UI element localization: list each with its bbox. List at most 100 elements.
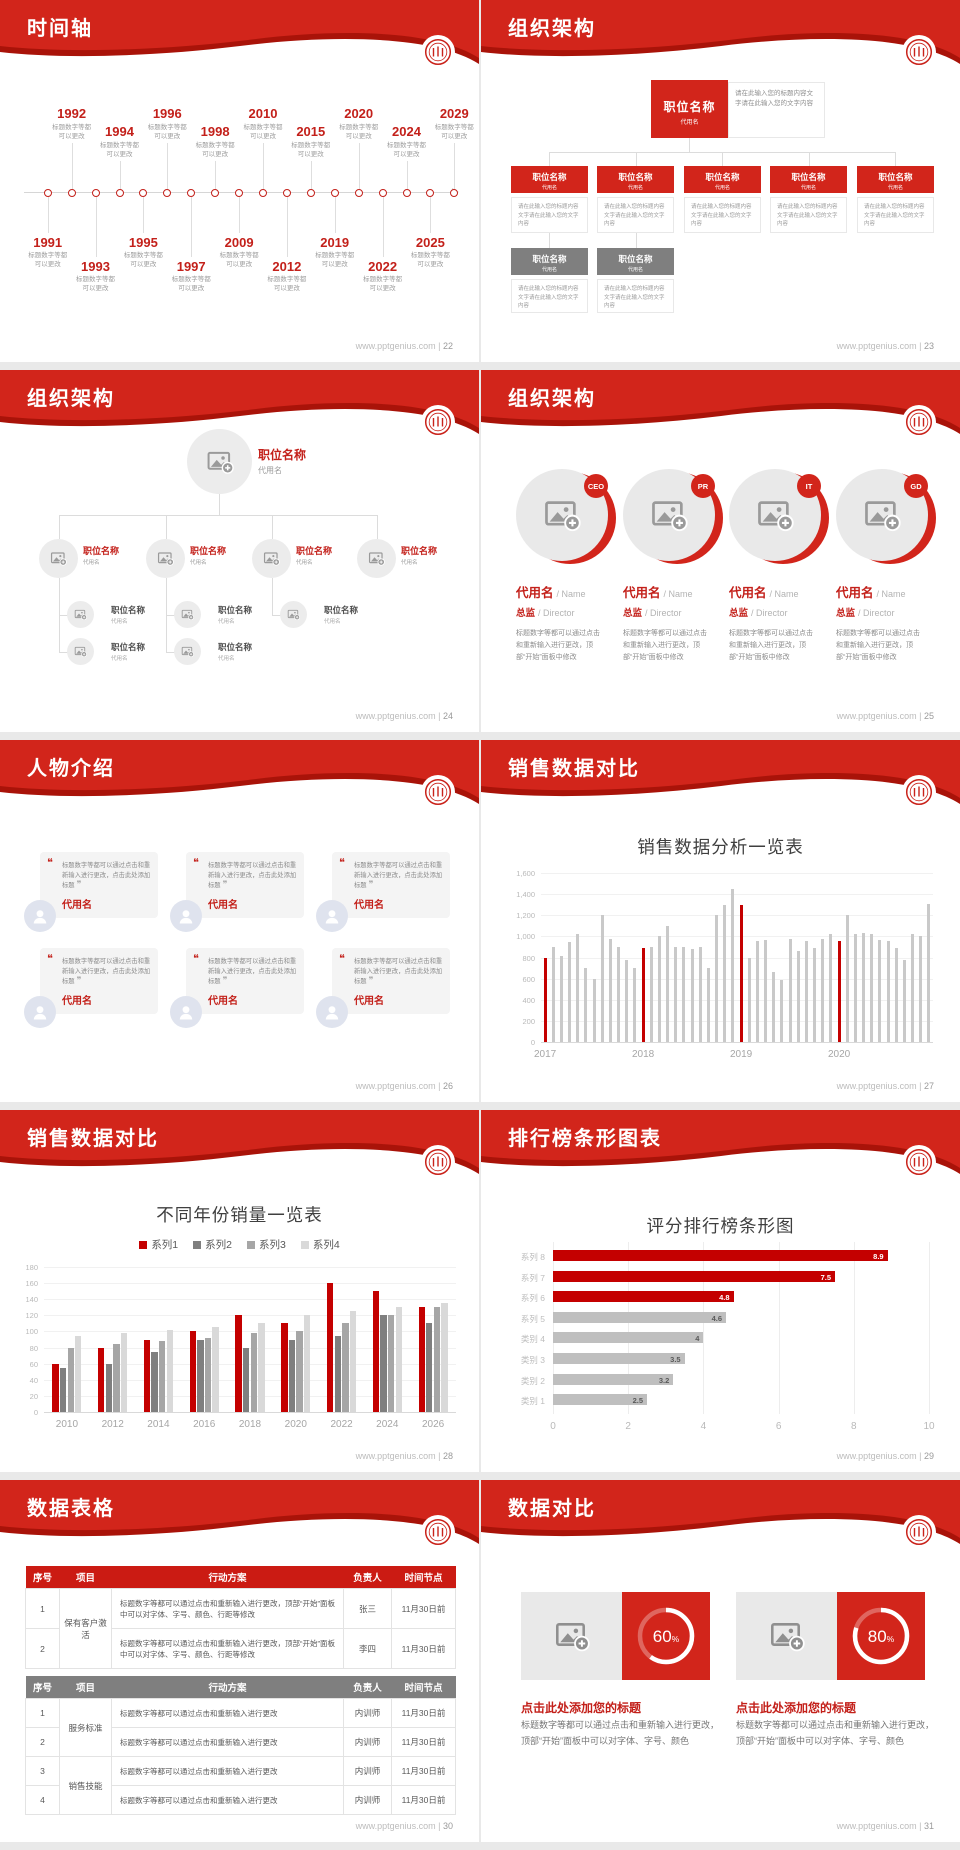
timeline-year: 2029 bbox=[439, 106, 469, 121]
cell-plan: 标题数字等都可以通过点击和重新输入进行更改，顶部“开始”面板中可以对字体、字号、… bbox=[111, 1588, 344, 1629]
photo-placeholder-circle bbox=[174, 601, 201, 628]
role-en: / Director bbox=[751, 608, 788, 618]
y-tick-label: 100 bbox=[25, 1327, 38, 1337]
bar bbox=[698, 946, 702, 1042]
cell-no: 3 bbox=[25, 1756, 60, 1786]
bar bbox=[845, 915, 849, 1043]
gridline bbox=[541, 978, 933, 980]
person-card: ❝ 标题数字等都可以通过点击和重新输入进行更改，点击此处添加标题 ❞ 代用名 bbox=[40, 852, 158, 918]
bar bbox=[98, 1347, 105, 1412]
avatar bbox=[170, 900, 202, 932]
slide-sales-chart[interactable]: 销售数据分析一览表 0 200 400 600 800 1,000 1,200 1,400 1,… bbox=[481, 740, 960, 1102]
table-header-row: 序号 项目 行动方案 负责人 时间节点 bbox=[25, 1566, 456, 1589]
gridline bbox=[44, 1331, 456, 1333]
cell-plan: 标题数字等都可以通过点击和重新输入进行更改 bbox=[111, 1785, 344, 1815]
bar bbox=[715, 915, 719, 1043]
slide-title: 数据表格 bbox=[27, 1498, 115, 1520]
slide-footer: www.pptgenius.com | 25 bbox=[837, 711, 934, 721]
compare-item-title: 点击此处添加您的标题 bbox=[736, 1701, 857, 1715]
timeline-year: 1995 bbox=[128, 235, 158, 250]
bar bbox=[250, 1333, 257, 1412]
footer-separator: | bbox=[916, 341, 924, 351]
slide-people-intro[interactable]: ❝ 标题数字等都可以通过点击和重新输入进行更改，点击此处添加标题 ❞ 代用名 ❝ 标… bbox=[0, 740, 479, 1102]
bar bbox=[576, 934, 580, 1042]
org-box-alias: 代用名 bbox=[800, 185, 816, 191]
slide-timeline[interactable]: 1991 标题数字等都可以更改 1992 标题数字等都可以更改 1993 标题数字等都可以… bbox=[0, 0, 479, 362]
category-label: 类别 3 bbox=[520, 1355, 545, 1365]
y-tick-label: 800 bbox=[522, 953, 535, 963]
bar bbox=[674, 946, 678, 1042]
value-label: 3.2 bbox=[658, 1375, 670, 1385]
bar-highlight bbox=[837, 940, 841, 1042]
timeline-node bbox=[163, 189, 172, 197]
bar bbox=[919, 936, 923, 1042]
footer-separator: | bbox=[916, 1821, 924, 1831]
timeline-node bbox=[402, 189, 411, 197]
legend-item: 系列1 bbox=[139, 1237, 178, 1252]
person-icon bbox=[30, 1002, 50, 1022]
x-tick-label: 2018 bbox=[238, 1419, 262, 1430]
slide-data-tables[interactable]: 序号 项目 行动方案 负责人 时间节点 1 保有客户激活 标题数字等都可以通过点… bbox=[0, 1480, 479, 1842]
timeline-caption: 标题数字等都可以更改 bbox=[387, 142, 426, 158]
col-deadline: 时间节点 bbox=[391, 1676, 456, 1699]
legend-item: 系列4 bbox=[300, 1237, 340, 1252]
person-icon bbox=[176, 1002, 196, 1022]
slide-title: 销售数据对比 bbox=[27, 1128, 159, 1150]
cell-project: 销售技能 bbox=[59, 1756, 112, 1815]
slide-org-chart-photos[interactable]: 职位名称 代用名 职位名称 代用名 职位名称 代用名 职位名称 代用名 职位名称 代用名… bbox=[0, 370, 479, 732]
bar bbox=[426, 1323, 433, 1412]
profile-photo: IT bbox=[719, 466, 829, 564]
org-chart-photos: 职位名称 代用名 职位名称 代用名 职位名称 代用名 职位名称 代用名 职位名称 代用名… bbox=[0, 370, 479, 732]
x-axis bbox=[44, 1412, 456, 1413]
profile-desc: 标题数字等都可以通过点击和重新输入进行更改，顶部“开始”面板中修改 bbox=[516, 630, 600, 661]
bar-highlight bbox=[739, 904, 743, 1042]
photo-placeholder-box bbox=[521, 1592, 622, 1680]
cell-deadline: 11月30日前 bbox=[391, 1756, 456, 1786]
image-placeholder-icon bbox=[50, 550, 67, 567]
slide-grouped-chart[interactable]: 不同年份销量一览表 系列1 系列2 系列3 系列4 0 20 40 60 80 100 120 14… bbox=[0, 1110, 479, 1472]
person-card: ❝ 标题数字等都可以通过点击和重新输入进行更改，点击此处添加标题 ❞ 代用名 bbox=[40, 948, 158, 1014]
footer-page-number: 24 bbox=[442, 711, 453, 721]
footer-separator: | bbox=[916, 1081, 924, 1091]
bar bbox=[862, 933, 866, 1042]
col-no: 序号 bbox=[25, 1566, 60, 1589]
timeline-node bbox=[43, 189, 52, 197]
timeline-node bbox=[378, 189, 387, 197]
slide-ranking-chart[interactable]: 评分排行榜条形图 0 2 4 6 8 10 系列 8 8.9 系列 7 7.5 系列 6 4.8 系列 … bbox=[481, 1110, 960, 1472]
slide-org-chart-boxes[interactable]: 职位名称 代用名 请在此输入您的标题内容文字请在此输入您的文字内容 职位名称 代用… bbox=[481, 0, 960, 362]
profile-role: 总监 / Director bbox=[836, 605, 926, 619]
bar bbox=[633, 968, 637, 1042]
gridline bbox=[44, 1315, 456, 1317]
role-badge: PR bbox=[691, 474, 715, 498]
gridline bbox=[541, 894, 933, 896]
timeline-content: 1991 标题数字等都可以更改 1992 标题数字等都可以更改 1993 标题数字等都可以… bbox=[0, 0, 479, 362]
timeline-node bbox=[282, 189, 291, 197]
x-tick-label: 2012 bbox=[101, 1419, 124, 1430]
name-en: / Name bbox=[876, 589, 906, 599]
person-card: ❝ 标题数字等都可以通过点击和重新输入进行更改，点击此处添加标题 ❞ 代用名 bbox=[186, 852, 304, 918]
person-card: ❝ 标题数字等都可以通过点击和重新输入进行更改，点击此处添加标题 ❞ 代用名 bbox=[332, 852, 450, 918]
gridline bbox=[628, 1242, 630, 1414]
x-tick-label: 2020 bbox=[284, 1419, 307, 1430]
org-mid-title: 职位名称 bbox=[401, 546, 438, 556]
footer-separator: | bbox=[435, 341, 443, 351]
footer-page-number: 26 bbox=[442, 1081, 453, 1091]
bar bbox=[553, 1353, 685, 1364]
cell-no: 1 bbox=[25, 1698, 60, 1728]
role-badge: GD bbox=[904, 474, 928, 498]
person-quote: 标题数字等都可以通过点击和重新输入进行更改，点击此处添加标题 ❞ bbox=[354, 862, 443, 889]
org-sub-title: 职位名称 bbox=[324, 605, 359, 615]
photo-placeholder-circle bbox=[67, 638, 94, 665]
footer-separator: | bbox=[916, 711, 924, 721]
timeline-connector bbox=[119, 161, 121, 189]
cell-deadline: 11月30日前 bbox=[391, 1727, 456, 1757]
bar bbox=[584, 968, 588, 1042]
slide-data-compare[interactable]: 60% 80% 点击此处添加您的标题 点击此处添加您的标题 标题数字等都可以通过… bbox=[481, 1480, 960, 1842]
org-box-title: 职位名称 bbox=[532, 172, 567, 182]
org-chart-boxes: 职位名称 代用名 请在此输入您的标题内容文字请在此输入您的文字内容 职位名称 代用… bbox=[481, 0, 960, 362]
slide-title: 组织架构 bbox=[27, 388, 115, 410]
role-badge: IT bbox=[797, 474, 821, 498]
bar bbox=[189, 1331, 196, 1412]
slide-org-circles[interactable]: CEO 代用名 / Name 总监 / Director 标题数字等都可以通过点击和… bbox=[481, 370, 960, 732]
gridline bbox=[44, 1299, 456, 1301]
